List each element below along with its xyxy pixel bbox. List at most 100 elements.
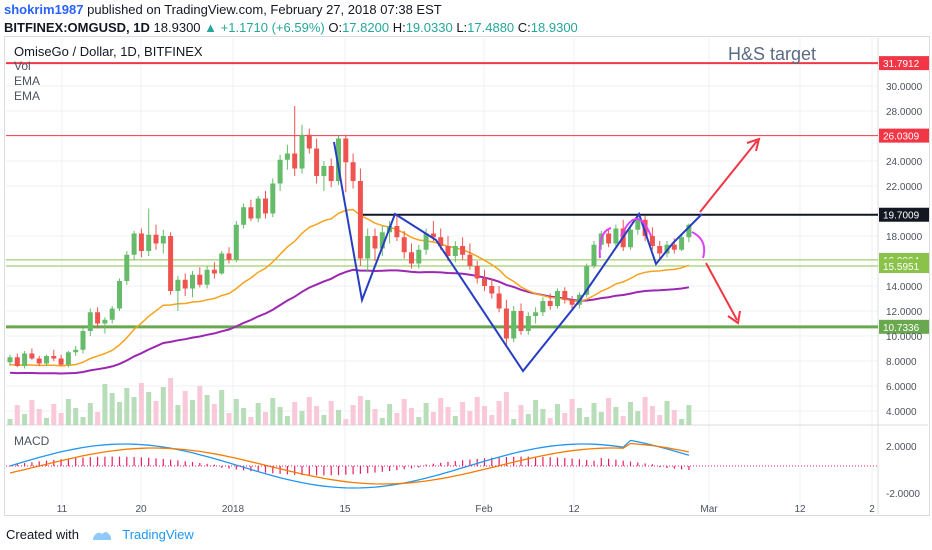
price-axis-tick: 12.0000 (886, 307, 923, 318)
candle-body (102, 319, 108, 324)
volume-bar (452, 416, 458, 425)
volume-bar (197, 386, 203, 425)
candle-body (365, 236, 371, 259)
volume-bar (36, 409, 42, 425)
volume-bar (211, 404, 217, 425)
volume-bar (401, 399, 407, 425)
chart-frame[interactable] (4, 36, 930, 516)
close-label: C: (517, 20, 531, 35)
volume-bar (14, 405, 20, 425)
candle-body (36, 358, 42, 364)
volume-bar (263, 412, 268, 425)
volume-bar (80, 417, 86, 425)
legend-item-ema-2[interactable]: EMA (14, 89, 41, 103)
volume-bar (474, 397, 480, 425)
author-link[interactable]: shokrim1987 (4, 2, 84, 17)
candle-body (562, 291, 568, 300)
open-label: O: (328, 20, 343, 35)
volume-bar (168, 378, 174, 425)
tradingview-brand-link[interactable]: TradingView (122, 527, 194, 542)
time-axis-tick: 15 (339, 504, 351, 515)
candle-body (584, 266, 590, 295)
candle-body (503, 308, 509, 339)
candle-body (314, 148, 320, 176)
level-tag (879, 259, 929, 274)
candle-body (73, 349, 79, 353)
candle-body (642, 219, 648, 236)
volume-bar (430, 412, 436, 425)
candle-body (197, 274, 203, 285)
candle-body (182, 279, 188, 289)
level-tag (879, 207, 929, 222)
volume-bar (241, 408, 247, 425)
time-axis-tick: Feb (475, 504, 493, 515)
high-label: H: (392, 20, 406, 35)
volume-bar (467, 411, 473, 425)
candle-body (423, 233, 429, 250)
published-text: published on TradingView.com, February 2… (83, 2, 442, 17)
volume-bar (642, 397, 648, 425)
candle-body (204, 269, 210, 285)
candle-body (649, 236, 655, 246)
time-axis-tick: 12 (568, 504, 580, 515)
price-change: ▲ +1.1710 (+6.59%) (204, 20, 325, 35)
volume-bar (306, 397, 312, 425)
price-axis-tick: 24.0000 (886, 157, 923, 168)
volume-bar (7, 419, 13, 425)
ema-slow-line (9, 268, 690, 375)
volume-bar (591, 403, 597, 425)
candle-body (416, 249, 422, 264)
volume-bar (219, 390, 225, 425)
candle-body (58, 358, 64, 365)
high-value: 19.0330 (405, 20, 453, 35)
volume-bar (65, 399, 71, 425)
volume-bar (204, 395, 210, 425)
volume-bar (379, 418, 385, 425)
candle-body (686, 224, 692, 238)
time-axis-tick: Mar (700, 504, 718, 515)
candle-body (409, 252, 414, 264)
volume-bar (29, 400, 35, 425)
volume-bar (299, 411, 305, 425)
legend-item-vol[interactable]: Vol (14, 59, 31, 73)
candle-body (277, 159, 283, 184)
volume-bar (423, 403, 429, 425)
candle-body (336, 138, 341, 181)
candle-body (255, 198, 261, 219)
candle-body (555, 291, 560, 306)
candle-body (190, 274, 195, 289)
macd-line (9, 439, 690, 489)
publish-line: shokrim1987 published on TradingView.com… (4, 2, 442, 17)
candle-body (95, 312, 101, 324)
level-tag-label: 19.7009 (883, 211, 920, 222)
volume-bar (482, 406, 487, 425)
volume-bar (584, 417, 590, 425)
volume-bar (686, 405, 692, 425)
last-price: 18.9300 (153, 20, 201, 35)
candle-body (109, 308, 115, 320)
candle-body (372, 236, 378, 249)
candle-body (117, 281, 122, 309)
tradingview-logo-icon (92, 532, 111, 540)
left-shoulder-arc (598, 227, 612, 259)
level-tag-label: 15.5951 (883, 262, 920, 273)
volume-bar (190, 400, 195, 425)
volume-bar (372, 409, 378, 425)
candle-body (131, 233, 137, 255)
volume-bar (387, 404, 393, 425)
hs-target-annotation: H&S target (728, 44, 817, 64)
volume-bar (343, 419, 349, 425)
macd-axis-tick: 2.0000 (886, 442, 917, 453)
level-tag (879, 319, 929, 334)
volume-bar (160, 387, 166, 425)
volume-bar (328, 401, 334, 425)
volume-bar (679, 419, 685, 425)
legend-item-ema-1[interactable]: EMA (14, 74, 41, 88)
volume-bar (284, 416, 290, 425)
candle-body (321, 166, 327, 176)
volume-bar (445, 407, 451, 425)
right-shoulder-arc (691, 231, 706, 259)
price-axis-tick: 4.0000 (886, 407, 917, 418)
candle-body (445, 246, 451, 256)
